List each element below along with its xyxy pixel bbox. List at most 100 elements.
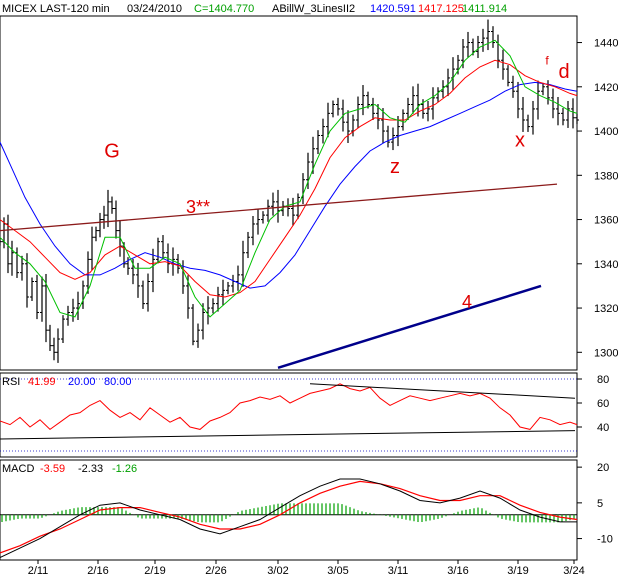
rsi-low: 20.00 (68, 376, 96, 388)
ohlc-bar (326, 102, 330, 138)
ohlc-bar (52, 337, 56, 361)
ohlc-bar (211, 298, 215, 314)
ohlc-bar (221, 279, 225, 306)
annotation-label: d (558, 61, 569, 83)
ohlc-bar (266, 199, 270, 222)
ohlc-bar (571, 98, 575, 129)
ohlc-bar (106, 189, 110, 228)
ohlc-bar (466, 31, 470, 58)
price-y-tick-label: 1440 (594, 38, 618, 50)
macd-panel-frame (0, 459, 578, 561)
annotation-label: f (545, 54, 549, 68)
moving-average-green (0, 39, 578, 318)
ohlc-bar (551, 88, 555, 119)
price-panel: 1300 1320 1340 1360 1380 1400 1420 1440 G 3** z 4 x f… (0, 19, 618, 369)
price-y-tick-label: 1420 (594, 82, 618, 94)
ohlc-bar (66, 305, 70, 326)
ohlc-bar (321, 118, 325, 144)
indicator-value-red: 1417.125 (418, 3, 464, 15)
rsi-trendline (309, 383, 576, 399)
ohlc-bar (481, 28, 485, 52)
ohlc-bar (331, 100, 335, 118)
x-tick-label: 2/26 (205, 565, 226, 577)
rsi-y-tick-label: 40 (597, 422, 609, 434)
ohlc-bar (71, 298, 75, 322)
x-tick-label: 3/11 (388, 565, 409, 577)
rsi-panel-frame (0, 372, 578, 458)
chart-header: MICEX LAST-120 min 03/24/2010 C=1404.770… (2, 3, 507, 15)
ohlc-bar (226, 281, 230, 295)
ohlc-bar (381, 108, 385, 143)
ohlc-bar (386, 125, 390, 148)
price-y-tick-label: 1320 (594, 303, 618, 315)
macd-value-3: -1.26 (112, 463, 137, 475)
macd-value-2: -2.33 (78, 463, 103, 475)
x-tick-label: 3/02 (267, 565, 288, 577)
annotation-label: G (104, 141, 120, 163)
price-y-tick-label: 1380 (594, 170, 618, 182)
ohlc-bar (376, 104, 380, 130)
x-tick-label: 3/19 (507, 565, 528, 577)
rsi-panel: 40 60 80 (0, 374, 609, 452)
ohlc-bar (261, 211, 265, 224)
ohlc-bar (536, 80, 540, 120)
ohlc-bar (236, 265, 240, 291)
ohlc-bar (196, 323, 200, 348)
ohlc-bar (191, 304, 195, 346)
ohlc-bar (541, 82, 545, 96)
ohlc-bar (241, 240, 245, 287)
ohlc-bar (351, 114, 355, 137)
ohlc-bar (486, 19, 490, 51)
ohlc-bar (48, 324, 52, 351)
macd-y-tick-label: 20 (597, 462, 609, 474)
ohlc-bar (511, 75, 515, 98)
ohlc-bar (151, 248, 155, 293)
ohlc-bar (566, 100, 570, 128)
ohlc-bar (10, 240, 14, 276)
x-axis: 2/11 2/16 2/19 2/26 3/02 3/05 3/11 3/16 3/19 3/24 (28, 560, 585, 577)
ohlc-bar (246, 231, 250, 259)
ohlc-bar (556, 96, 560, 126)
ohlc-bar (61, 315, 65, 344)
ohlc-bar (110, 196, 114, 214)
price-y-tick-label: 1340 (594, 259, 618, 271)
ohlc-bar (216, 286, 220, 312)
ohlc-bar (501, 49, 505, 80)
close-label: C=1404.770 (194, 3, 254, 15)
ohlc-bar (156, 237, 160, 264)
symbol-label: MICEX LAST-120 min (2, 3, 110, 15)
macd-y-tick-label: -10 (597, 534, 613, 546)
macd-signal-line (0, 480, 578, 554)
ohlc-bar (94, 226, 98, 242)
ohlc-bar (575, 113, 579, 124)
ohlc-bar (40, 276, 44, 322)
ohlc-bar (396, 116, 400, 147)
ohlc-bar (311, 136, 315, 174)
ohlc-bar (251, 216, 255, 246)
ohlc-bar (446, 68, 450, 97)
ohlc-bar (76, 291, 80, 320)
ohlc-bar (56, 328, 60, 363)
x-tick-label: 2/11 (28, 565, 49, 577)
ohlc-bar (356, 96, 360, 128)
moving-average-blue (0, 81, 578, 289)
macd-label: MACD (2, 463, 34, 475)
ohlc-bar (371, 97, 375, 120)
ohlc-bar (526, 114, 530, 132)
rsi-high: 80.00 (104, 376, 132, 388)
x-tick-label: 2/19 (144, 565, 165, 577)
ohlc-bar (346, 110, 350, 143)
trendline-brown (0, 183, 558, 232)
rsi-y-tick-label: 60 (597, 398, 609, 410)
ohlc-bar (102, 205, 106, 229)
macd-legend: MACD -3.59 -2.33 -1.26 (2, 463, 137, 475)
ohlc-bar (161, 235, 165, 260)
ohlc-bar (256, 208, 260, 235)
x-tick-label: 3/16 (447, 565, 468, 577)
ohlc-bar (476, 35, 480, 59)
ohlc-bar (25, 253, 29, 308)
ohlc-bar (411, 86, 415, 114)
price-y-tick-label: 1300 (594, 347, 618, 359)
ohlc-bar (426, 100, 430, 122)
x-tick-label: 2/16 (87, 565, 108, 577)
